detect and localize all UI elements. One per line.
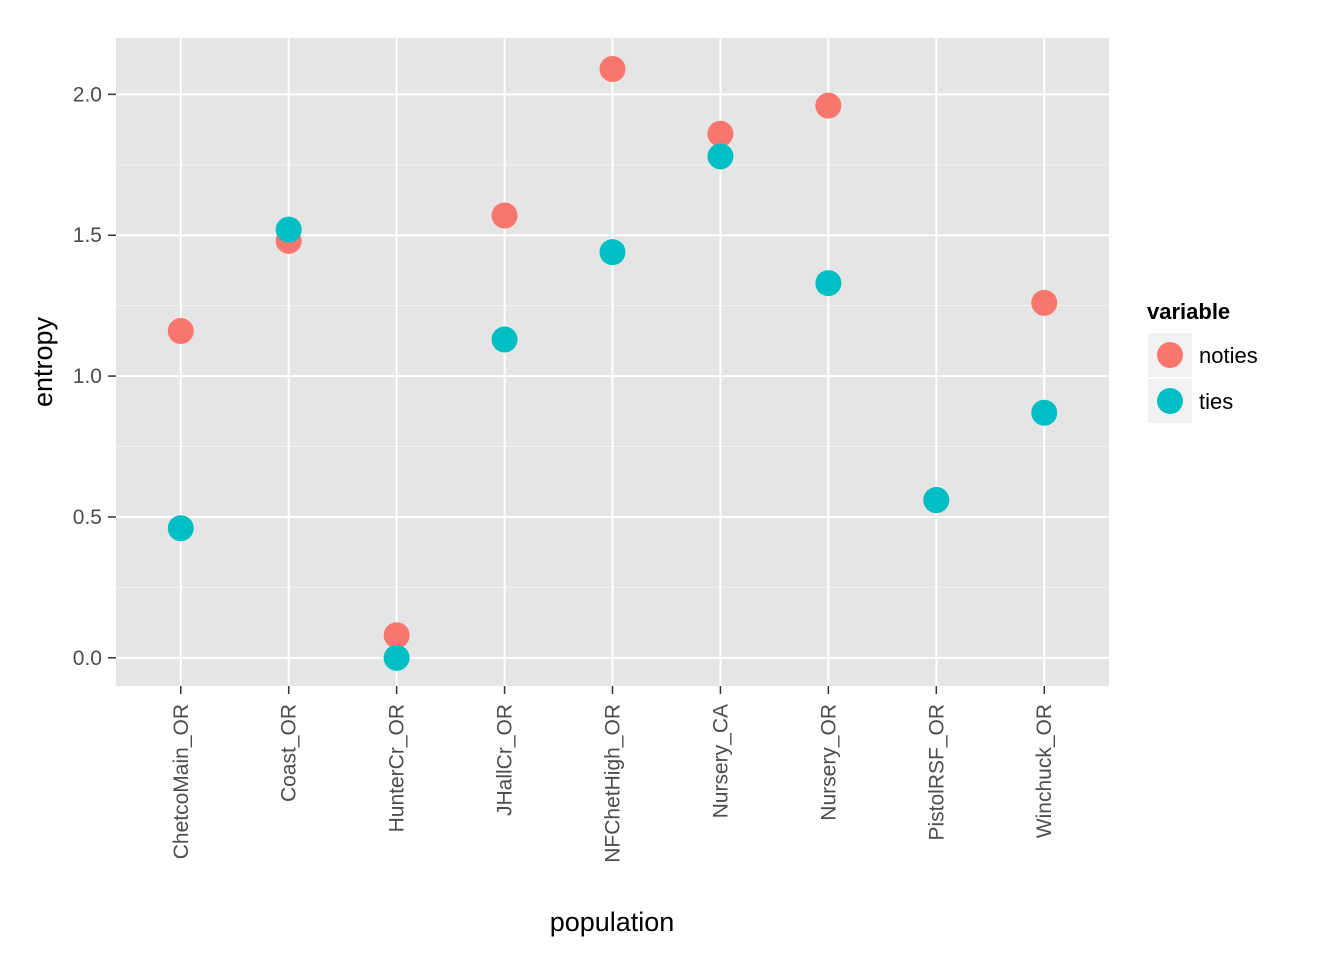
y-tick-label: 0.0 xyxy=(73,647,102,670)
data-points xyxy=(167,55,1058,671)
x-tick-label: Coast_OR xyxy=(278,704,301,802)
point-ties xyxy=(167,515,194,542)
point-ties xyxy=(923,487,950,514)
legend: variable noties ties xyxy=(1147,299,1258,423)
legend-label-ties: ties xyxy=(1199,389,1233,414)
y-tick-label: 1.0 xyxy=(73,365,102,388)
x-axis-title: population xyxy=(550,907,675,937)
x-tick-label: PistolRSF_OR xyxy=(925,704,948,841)
legend-label-noties: noties xyxy=(1199,343,1258,368)
y-tick-label: 1.5 xyxy=(73,224,102,247)
point-ties xyxy=(1031,399,1058,426)
point-noties xyxy=(815,92,842,119)
x-tick-label: NFChetHigh_OR xyxy=(602,704,625,863)
x-tick-label: HunterCr_OR xyxy=(386,704,409,832)
x-axis: ChetcoMain_OR Coast_OR HunterCr_OR JHallCr_… xyxy=(170,686,1056,863)
point-noties xyxy=(383,622,410,649)
legend-title: variable xyxy=(1147,299,1230,324)
point-noties xyxy=(707,120,734,147)
point-ties xyxy=(383,644,410,671)
y-tick-label: 0.5 xyxy=(73,506,102,529)
x-tick-label: JHallCr_OR xyxy=(494,704,517,816)
legend-key-ties xyxy=(1157,388,1183,414)
x-tick-label: Winchuck_OR xyxy=(1033,704,1056,838)
point-ties xyxy=(491,326,518,353)
y-axis: 0.0 0.5 1.0 1.5 2.0 xyxy=(73,83,116,670)
x-tick-label: Nursery_CA xyxy=(709,704,732,818)
point-ties xyxy=(275,216,302,243)
point-noties xyxy=(1031,289,1058,316)
point-noties xyxy=(599,55,626,82)
y-tick-label: 2.0 xyxy=(73,83,102,106)
point-ties xyxy=(815,270,842,297)
point-ties xyxy=(707,143,734,170)
point-ties xyxy=(599,239,626,266)
point-noties xyxy=(167,318,194,345)
legend-key-noties xyxy=(1157,342,1183,368)
y-axis-title: entropy xyxy=(28,316,58,407)
x-tick-label: Nursery_OR xyxy=(817,704,840,821)
x-tick-label: ChetcoMain_OR xyxy=(170,704,193,859)
point-noties xyxy=(491,202,518,229)
